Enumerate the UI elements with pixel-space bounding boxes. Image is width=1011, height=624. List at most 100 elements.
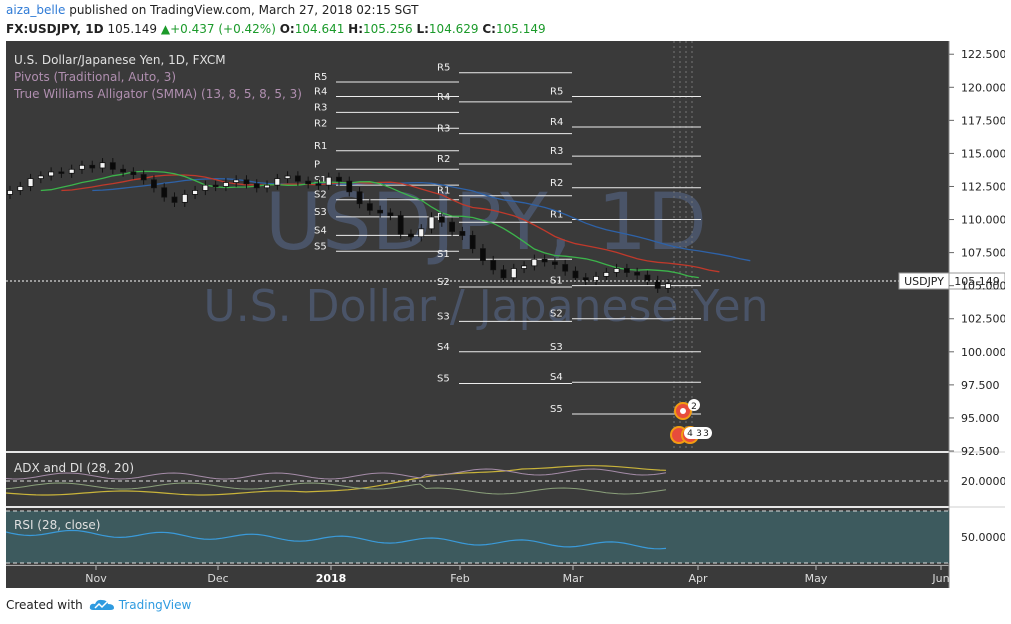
price-axis[interactable] (949, 41, 1005, 588)
candle-body[interactable] (79, 164, 85, 170)
candle-body[interactable] (397, 215, 404, 235)
candle-body[interactable] (500, 269, 507, 279)
candle-body[interactable] (480, 248, 486, 261)
legend-main[interactable]: U.S. Dollar/Japanese Yen, 1D, FXCM (14, 53, 226, 67)
candle-body[interactable] (562, 264, 569, 272)
close-value: 105.149 (495, 22, 546, 36)
candle-body[interactable] (510, 268, 517, 279)
price-tick-label: 105.000 (961, 280, 1005, 293)
candle-body[interactable] (490, 260, 497, 271)
candle-body[interactable] (377, 209, 384, 214)
candle-body[interactable] (212, 184, 219, 188)
event-count-badge (684, 427, 712, 439)
candle-body[interactable] (48, 171, 55, 177)
pivot-label: S2 (314, 190, 327, 201)
candle-body[interactable] (120, 168, 126, 173)
candle-body[interactable] (99, 162, 106, 169)
candle-body[interactable] (109, 162, 116, 170)
pivot-label: S5 (314, 241, 327, 252)
candle-body[interactable] (181, 194, 188, 203)
pivot-label: S1 (314, 175, 327, 186)
legend-alligator[interactable]: True Williams Alligator (SMMA) (13, 8, 5… (13, 87, 302, 101)
candle-body[interactable] (356, 191, 363, 205)
candle-body[interactable] (459, 231, 466, 236)
event-count: 3 (696, 429, 702, 439)
candle-body[interactable] (37, 175, 44, 179)
candle-body[interactable] (593, 276, 599, 281)
candle-body[interactable] (603, 272, 610, 277)
candle-body[interactable] (418, 228, 425, 238)
candle-body[interactable] (305, 180, 312, 185)
candle-body[interactable] (469, 235, 476, 250)
legend-rsi[interactable]: RSI (28, close) (14, 518, 100, 532)
candle-body[interactable] (654, 279, 661, 289)
candle-body[interactable] (346, 180, 353, 193)
candle-body[interactable] (531, 258, 538, 267)
pivot-label: S2 (550, 309, 563, 320)
price-tick-label: 107.500 (961, 247, 1005, 260)
last-price: 105.149 (107, 22, 158, 36)
candle-body[interactable] (140, 174, 147, 181)
candle-body[interactable] (17, 186, 24, 191)
candle-body[interactable] (264, 184, 270, 189)
pivot-label: S2 (437, 277, 450, 288)
candle-body[interactable] (130, 171, 137, 175)
candle-body[interactable] (315, 183, 322, 186)
candle-body[interactable] (644, 274, 651, 281)
price-pane[interactable] (6, 41, 949, 451)
candle-body[interactable] (552, 261, 558, 265)
candle-body[interactable] (623, 268, 630, 273)
price-tick-label: 100.000 (961, 346, 1005, 359)
candle-body[interactable] (408, 233, 414, 238)
event-markers[interactable]: 2 4 3 3 (670, 399, 712, 444)
candle-body[interactable] (233, 179, 240, 183)
tradingview-brand[interactable]: TradingView (118, 598, 192, 612)
legend-pivots[interactable]: Pivots (Traditional, Auto, 3) (14, 70, 176, 84)
candle-body[interactable] (253, 183, 260, 189)
publish-info: aiza_belle published on TradingView.com,… (6, 3, 418, 17)
candle-body[interactable] (202, 184, 209, 191)
candle-body[interactable] (243, 179, 250, 185)
candle-body[interactable] (521, 265, 527, 269)
candle-body[interactable] (161, 187, 168, 198)
candle-body[interactable] (336, 176, 342, 182)
pivot-label: S3 (437, 311, 450, 322)
candle-body[interactable] (387, 212, 394, 216)
candle-body[interactable] (151, 179, 157, 189)
candle-body[interactable] (613, 268, 620, 273)
candle-body[interactable] (665, 283, 671, 289)
author-link[interactable]: aiza_belle (6, 3, 66, 17)
candle-body[interactable] (572, 270, 579, 279)
candle-body[interactable] (68, 168, 75, 174)
candle-body[interactable] (89, 164, 96, 169)
candle-body[interactable] (171, 196, 178, 203)
candle-body[interactable] (294, 175, 301, 182)
candle-body[interactable] (438, 216, 445, 223)
legend-adx[interactable]: ADX and DI (28, 20) (14, 461, 134, 475)
chart-svg[interactable]: USDJPY, 1D U.S. Dollar / Japanese Yen R5… (5, 41, 1007, 588)
candle-body[interactable] (428, 216, 435, 230)
tradingview-link[interactable]: TradingView (89, 598, 192, 612)
event-count: 2 (691, 402, 697, 412)
time-tick-label: 2018 (316, 572, 347, 585)
pivot-label: S5 (437, 374, 450, 385)
candle-body[interactable] (449, 221, 455, 232)
chart-container[interactable]: USDJPY, 1D U.S. Dollar / Japanese Yen R5… (5, 41, 1007, 588)
candle-body[interactable] (223, 182, 229, 187)
candle-body[interactable] (541, 258, 548, 263)
candle-body[interactable] (325, 176, 332, 186)
adx-pane[interactable] (6, 453, 949, 506)
candlesticks[interactable] (7, 158, 671, 293)
candle-body[interactable] (27, 178, 34, 187)
candle-body[interactable] (366, 203, 373, 211)
candle-body[interactable] (582, 277, 589, 281)
candle-body[interactable] (58, 171, 65, 174)
time-axis[interactable] (6, 566, 949, 588)
candle-body[interactable] (192, 190, 198, 195)
candle-body[interactable] (284, 175, 291, 179)
candle-body[interactable] (274, 178, 281, 186)
price-tick-label: 122.500 (961, 48, 1005, 61)
candle-body[interactable] (7, 190, 13, 195)
candle-body[interactable] (634, 272, 641, 276)
alligator-jaw (92, 178, 751, 262)
